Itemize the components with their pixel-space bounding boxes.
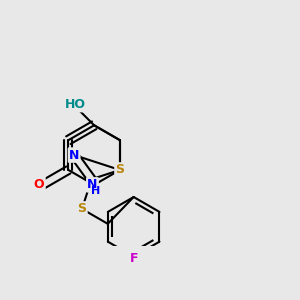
Text: N: N [69,148,79,162]
Text: HO: HO [65,98,86,111]
Text: F: F [129,252,138,265]
Text: O: O [34,178,44,191]
Text: N: N [87,178,98,191]
Text: S: S [116,164,124,176]
Text: S: S [77,202,86,215]
Text: H: H [91,186,100,196]
